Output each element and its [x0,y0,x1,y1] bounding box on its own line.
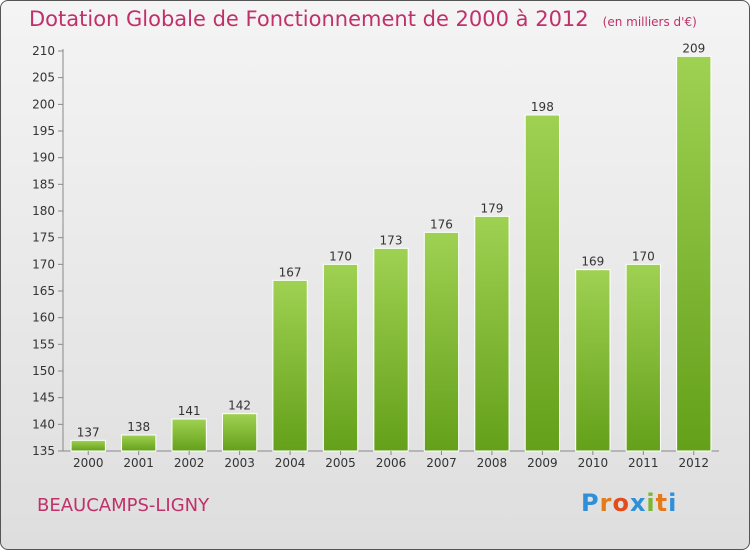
logo-letter: i [646,489,656,517]
x-tick-label: 2010 [578,456,609,470]
y-tick-label: 140 [32,417,55,431]
logo-letter: P [581,489,600,517]
x-tick-label: 2001 [123,456,154,470]
y-tick-label: 210 [32,44,55,58]
bar-value-label: 137 [77,425,100,439]
bar [423,231,460,452]
x-tick-label: 2004 [275,456,306,470]
bar-value-label: 173 [380,233,403,247]
y-tick-label: 135 [32,444,55,458]
y-tick-label: 150 [32,364,55,378]
bar [575,269,611,452]
bar [322,263,359,452]
bar [221,413,258,452]
x-tick-label: 2012 [678,456,709,470]
y-tick-label: 160 [32,311,55,325]
bar [272,279,308,452]
x-tick-label: 2008 [477,456,508,470]
chart-title-text: Dotation Globale de Fonctionnement de 20… [29,7,589,31]
x-tick-label: 2009 [527,456,558,470]
bar-value-label: 170 [632,249,655,263]
bar-value-label: 179 [480,201,503,215]
chart-title: Dotation Globale de Fonctionnement de 20… [29,7,697,31]
x-tick-label: 2011 [628,456,659,470]
bar-value-label: 176 [430,217,453,231]
y-tick-label: 165 [32,284,55,298]
bar [121,434,157,452]
bar-value-label: 167 [279,265,302,279]
bar [70,439,106,452]
bar-value-label: 198 [531,100,554,114]
bar-value-label: 141 [178,404,201,418]
logo-letter: t [655,489,669,517]
y-tick-label: 185 [32,177,55,191]
bar-value-label: 170 [329,249,352,263]
proxiti-logo: Proxiti [581,489,677,517]
bar-value-label: 138 [127,420,150,434]
x-tick-label: 2003 [224,456,255,470]
bar-value-label: 142 [228,399,251,413]
y-tick-label: 200 [32,97,55,111]
y-tick-label: 145 [32,391,55,405]
x-tick-label: 2000 [73,456,104,470]
y-tick-label: 170 [32,257,55,271]
y-tick-label: 175 [32,231,55,245]
bar [171,418,207,452]
bar [474,215,510,452]
y-tick-label: 205 [32,71,55,85]
y-tick-label: 155 [32,337,55,351]
y-tick-label: 180 [32,204,55,218]
x-tick-label: 2005 [325,456,356,470]
x-tick-label: 2007 [426,456,457,470]
x-tick-label: 2002 [174,456,205,470]
x-tick-label: 2006 [376,456,407,470]
bar-value-label: 169 [581,255,604,269]
logo-letter: o [612,489,630,517]
bar-value-label: 209 [682,41,705,55]
bar [524,114,561,452]
logo-letter: i [668,489,678,517]
logo-letter: r [599,489,613,517]
y-tick-label: 195 [32,124,55,138]
chart-subtitle: (en milliers d'€) [602,15,697,29]
bar [625,263,661,452]
y-tick-label: 190 [32,151,55,165]
commune-name: BEAUCAMPS-LIGNY [37,495,210,516]
logo-letter: x [629,489,647,517]
bar [373,247,409,452]
bar [676,55,712,452]
